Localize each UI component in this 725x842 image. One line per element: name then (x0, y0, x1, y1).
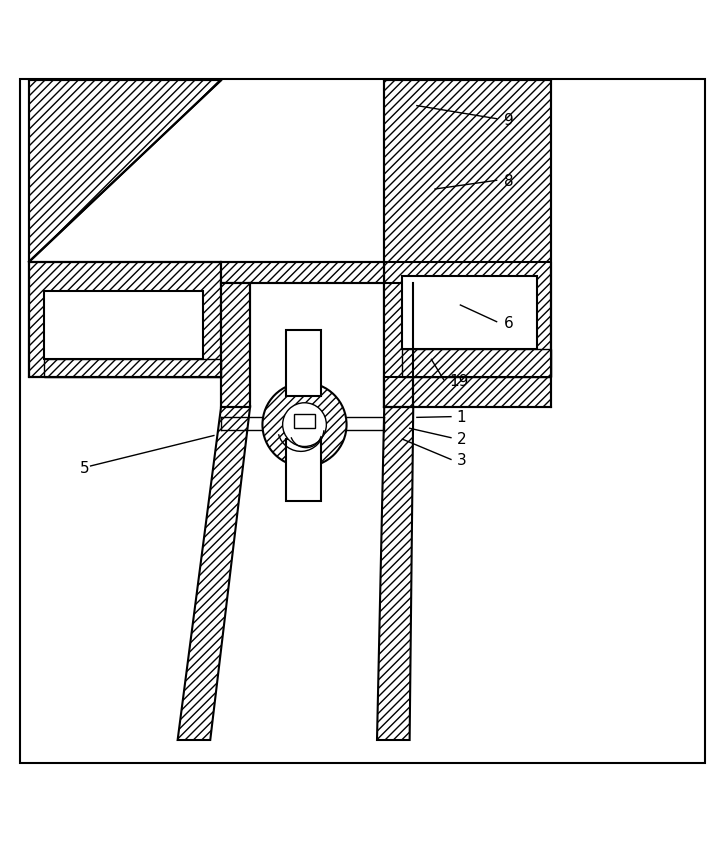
Polygon shape (29, 262, 221, 377)
Bar (286, 330, 321, 396)
Bar (44, 290, 203, 360)
Polygon shape (384, 283, 413, 407)
Text: 1: 1 (457, 410, 466, 425)
Text: 9: 9 (504, 113, 513, 128)
Polygon shape (402, 349, 551, 377)
Polygon shape (377, 407, 413, 740)
Bar (402, 276, 536, 349)
Polygon shape (178, 407, 250, 740)
Polygon shape (221, 283, 250, 407)
Bar (286, 440, 321, 501)
Polygon shape (44, 360, 221, 377)
Bar (294, 413, 315, 429)
Text: 5: 5 (80, 461, 89, 476)
Polygon shape (221, 262, 384, 283)
Text: 19: 19 (450, 374, 469, 389)
Polygon shape (29, 80, 221, 262)
Circle shape (283, 402, 326, 446)
Polygon shape (384, 80, 551, 407)
Text: 3: 3 (457, 453, 466, 468)
Text: 6: 6 (504, 316, 513, 331)
Circle shape (262, 382, 347, 466)
Text: 2: 2 (457, 432, 466, 446)
Text: 8: 8 (504, 174, 513, 189)
